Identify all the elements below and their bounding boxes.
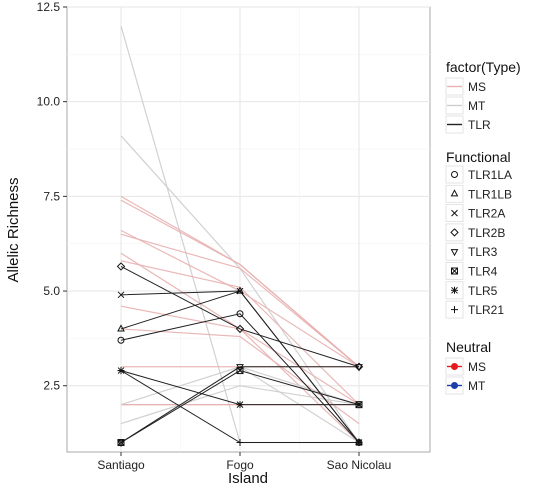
tlr-point-tlr5 (236, 401, 244, 409)
x-axis-title: Island (228, 470, 268, 487)
legend-functional: Functional TLR1LA TLR1LB TLR2A TLR2B TLR3 TLR… (445, 149, 512, 319)
legend-marker-triangle (450, 189, 459, 197)
legend-marker-cross (451, 209, 458, 217)
x-tick-label: Santiago (97, 458, 145, 472)
y-tick-label: 2.5 (43, 379, 60, 393)
tlr-points (116, 262, 364, 448)
legend-item-label: TLR1LB (468, 187, 512, 201)
legend-marker-circle (451, 171, 458, 178)
legend-marker-triangle-down (450, 249, 459, 257)
tlr-point-tlr21 (117, 367, 125, 375)
neutral-series-line (120, 199, 360, 368)
tlr-point-tlr1la (117, 336, 125, 344)
legend-item-label: TLR1LA (468, 168, 512, 182)
tlr-point-tlr3 (117, 439, 125, 448)
legend-item-label: TLR3 (468, 245, 498, 259)
legend-item-label: TLR2A (468, 207, 505, 221)
tlr-series-line-tlr2b (120, 265, 360, 368)
legend-key (445, 223, 464, 242)
legend-item-label: MS (468, 80, 486, 94)
legend-item-label: TLR4 (468, 265, 498, 279)
tlr-point-tlr2b (235, 324, 245, 334)
neutral-series-line (120, 233, 360, 368)
legend-type-title: factor(Type) (446, 59, 521, 75)
tlr-point-tlr2a (236, 287, 244, 295)
y-axis: 2.5 5.0 7.5 10.0 12.5 (37, 0, 67, 393)
tlr-point-tlr1lb (117, 324, 125, 332)
y-tick-label: 12.5 (37, 0, 61, 14)
legend-item-label: TLR2B (468, 226, 505, 240)
tlr-series-line-tlr3 (120, 366, 359, 443)
legend-key (445, 165, 464, 184)
y-tick-label: 10.0 (37, 95, 61, 109)
legend-key-dot (451, 363, 458, 370)
legend-neutral: Neutral MS MT (445, 339, 491, 395)
grid (67, 6, 430, 452)
legend-marker-square-x (451, 267, 458, 275)
legend-item-label: TLR21 (468, 303, 504, 317)
legend-neutral-title: Neutral (446, 339, 491, 355)
tlr-point-tlr3 (355, 364, 363, 372)
tlr-point-tlr21 (236, 439, 244, 447)
legend-marker-plus (451, 306, 458, 314)
legend-key-dot (451, 382, 458, 389)
legend-item-label: MT (468, 379, 486, 393)
legend-item-label: MS (468, 360, 486, 374)
x-tick-label: Fogo (226, 458, 254, 472)
tlr-point-tlr2b (116, 262, 126, 271)
neutral-series-line (120, 385, 360, 425)
plot-panel (66, 6, 431, 453)
legend-marker-diamond (450, 228, 459, 237)
legend-item-label: TLR (468, 118, 491, 132)
tlr-point-tlr2a (117, 291, 125, 299)
legend-type: factor(Type) MS MT TLR (445, 59, 521, 134)
legend-marker-asterisk (451, 286, 458, 294)
y-axis-title: Allelic Richness (5, 177, 22, 282)
tlr-point-tlr4 (236, 367, 244, 375)
y-tick-label: 5.0 (43, 284, 60, 298)
legend-key (445, 242, 464, 261)
legend-functional-title: Functional (446, 149, 511, 165)
y-tick-label: 7.5 (43, 189, 60, 203)
plot-area (66, 6, 431, 453)
tlr-point-tlr4 (117, 439, 125, 447)
tlr-series-line-tlr1la (120, 313, 360, 443)
legend-item-label: TLR5 (468, 284, 498, 298)
tlr-point-tlr1la (236, 310, 244, 318)
x-tick-label: Sao Nicolau (327, 458, 392, 472)
tlr-point-tlr1lb (236, 286, 244, 294)
legend-key (445, 184, 464, 203)
legend-item-label: MT (468, 99, 486, 113)
tlr-point-tlr21 (355, 439, 363, 447)
x-axis: Santiago Fogo Sao Nicolau (97, 452, 391, 472)
tlr-point-tlr5 (355, 401, 363, 409)
